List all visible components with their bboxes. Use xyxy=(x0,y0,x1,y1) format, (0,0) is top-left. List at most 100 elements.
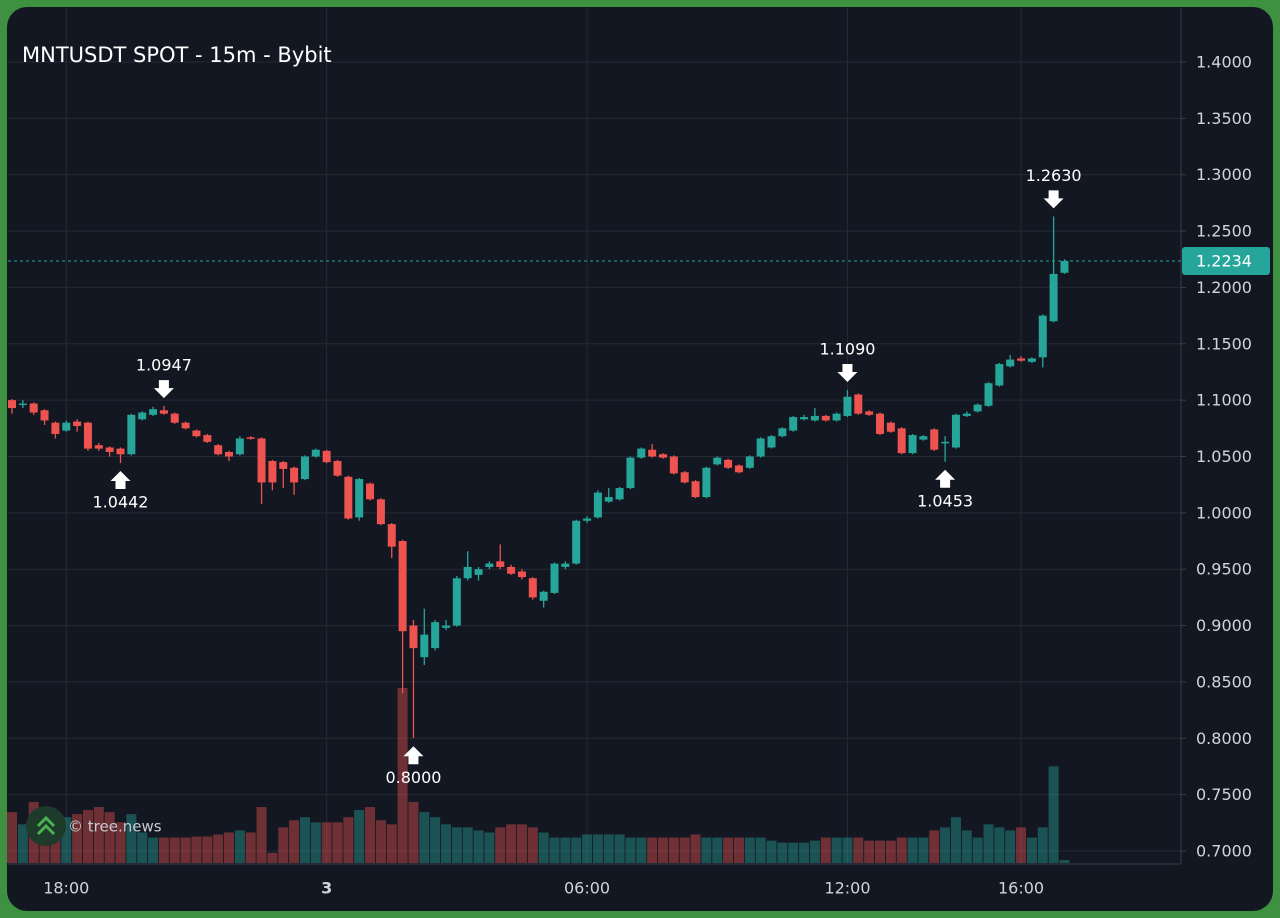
arrow-up xyxy=(403,746,424,765)
volume-bar xyxy=(994,827,1005,863)
x-tick-label: 3 xyxy=(321,879,332,898)
candle-body xyxy=(517,571,526,578)
candle-body xyxy=(1017,358,1026,361)
candle-body xyxy=(322,450,331,463)
candle-body xyxy=(333,461,342,476)
volume-bar xyxy=(213,834,224,863)
candle-body xyxy=(593,492,602,518)
candle-body xyxy=(398,541,407,632)
y-tick-label: 1.4000 xyxy=(1196,53,1252,72)
x-tick-label: 16:00 xyxy=(998,879,1044,898)
volume-bar xyxy=(72,814,83,863)
volume-bar xyxy=(1059,859,1070,863)
candle-body xyxy=(637,448,646,458)
volume-bar xyxy=(842,837,853,863)
volume-bar xyxy=(516,824,527,863)
volume-bar xyxy=(983,824,994,863)
candle-body xyxy=(442,625,450,628)
candle-body xyxy=(626,457,635,489)
volume-bar xyxy=(245,832,256,863)
candle-body xyxy=(311,449,320,457)
candle-body xyxy=(561,563,570,567)
volume-bar xyxy=(603,834,614,863)
candle-body xyxy=(680,472,689,483)
volume-bar xyxy=(7,812,17,863)
volume-bar xyxy=(538,832,549,863)
candle-body xyxy=(29,403,38,413)
y-tick-label: 0.8500 xyxy=(1196,672,1252,691)
y-tick-label: 0.9000 xyxy=(1196,616,1252,635)
candle-body xyxy=(149,409,158,415)
candle-body xyxy=(376,499,385,525)
volume-bar xyxy=(950,817,961,863)
volume-bar xyxy=(310,822,321,863)
volume-bar xyxy=(256,807,267,863)
candle-body xyxy=(225,451,233,457)
candle-body xyxy=(127,414,136,455)
y-tick-label: 1.2000 xyxy=(1196,278,1252,297)
candle-body xyxy=(528,578,537,598)
x-tick-label: 06:00 xyxy=(564,879,610,898)
candle-body xyxy=(973,404,982,412)
candle-body xyxy=(463,566,472,579)
axes: 0.7000 0.7500 0.8000 0.8500 0.9000 0.9500 1.00… xyxy=(43,53,1252,898)
volume-bar xyxy=(549,837,560,863)
volume-bar xyxy=(169,837,180,863)
candle-body xyxy=(821,415,830,421)
volume-bar xyxy=(191,836,202,863)
y-tick-label: 0.9500 xyxy=(1196,560,1252,579)
candle-body xyxy=(550,563,559,593)
candle-body xyxy=(431,622,440,649)
volume-bar xyxy=(701,837,712,863)
volume-bar xyxy=(1016,827,1027,863)
volume-bar xyxy=(560,837,571,863)
volume-bar xyxy=(961,830,972,863)
y-tick-label: 1.3000 xyxy=(1196,165,1252,184)
candle-body xyxy=(930,429,939,450)
candle-body xyxy=(235,438,244,455)
volume-bar xyxy=(451,827,462,863)
candle-body xyxy=(83,422,92,449)
y-tick-label: 0.8000 xyxy=(1196,729,1252,748)
watermark-text: © tree.news xyxy=(68,818,162,836)
candle-body xyxy=(648,449,657,457)
candle-body xyxy=(810,415,819,421)
candle-body xyxy=(203,435,212,442)
candle-body xyxy=(539,591,548,601)
volume-bar xyxy=(126,814,137,863)
volume-bar xyxy=(614,834,625,863)
volume-bar xyxy=(1048,766,1059,863)
volume-bar xyxy=(386,824,397,863)
candle-body xyxy=(604,497,613,502)
candle-body xyxy=(995,364,1004,386)
candle-body xyxy=(756,438,765,457)
volume-bar xyxy=(744,837,755,863)
candle-body xyxy=(73,421,82,427)
volume-bar xyxy=(180,837,191,863)
candle-body xyxy=(876,413,884,434)
candle-body xyxy=(170,413,179,423)
candle-body xyxy=(951,414,960,448)
watermark: © tree.news xyxy=(26,806,162,846)
candle-body xyxy=(659,454,667,458)
annotation-label: 1.0453 xyxy=(917,491,973,510)
y-tick-label: 0.7500 xyxy=(1196,785,1252,804)
volume-bar xyxy=(278,827,289,863)
candle-body xyxy=(734,465,743,473)
candle-body xyxy=(181,422,190,429)
volume-bar xyxy=(375,820,386,863)
volume-bar xyxy=(809,840,820,863)
volume-bar xyxy=(712,837,723,863)
volume-bar xyxy=(441,824,451,863)
candle-body xyxy=(832,413,841,421)
candle-body xyxy=(1060,261,1069,273)
volume-bar xyxy=(571,837,582,863)
volume-bar xyxy=(82,810,93,863)
candle-body xyxy=(897,428,906,454)
volume-bar xyxy=(267,852,278,863)
candle-body xyxy=(789,417,798,431)
volume-bar xyxy=(321,822,332,863)
volume-bar xyxy=(766,840,777,863)
last-price-label: 1.2234 xyxy=(1196,252,1252,271)
